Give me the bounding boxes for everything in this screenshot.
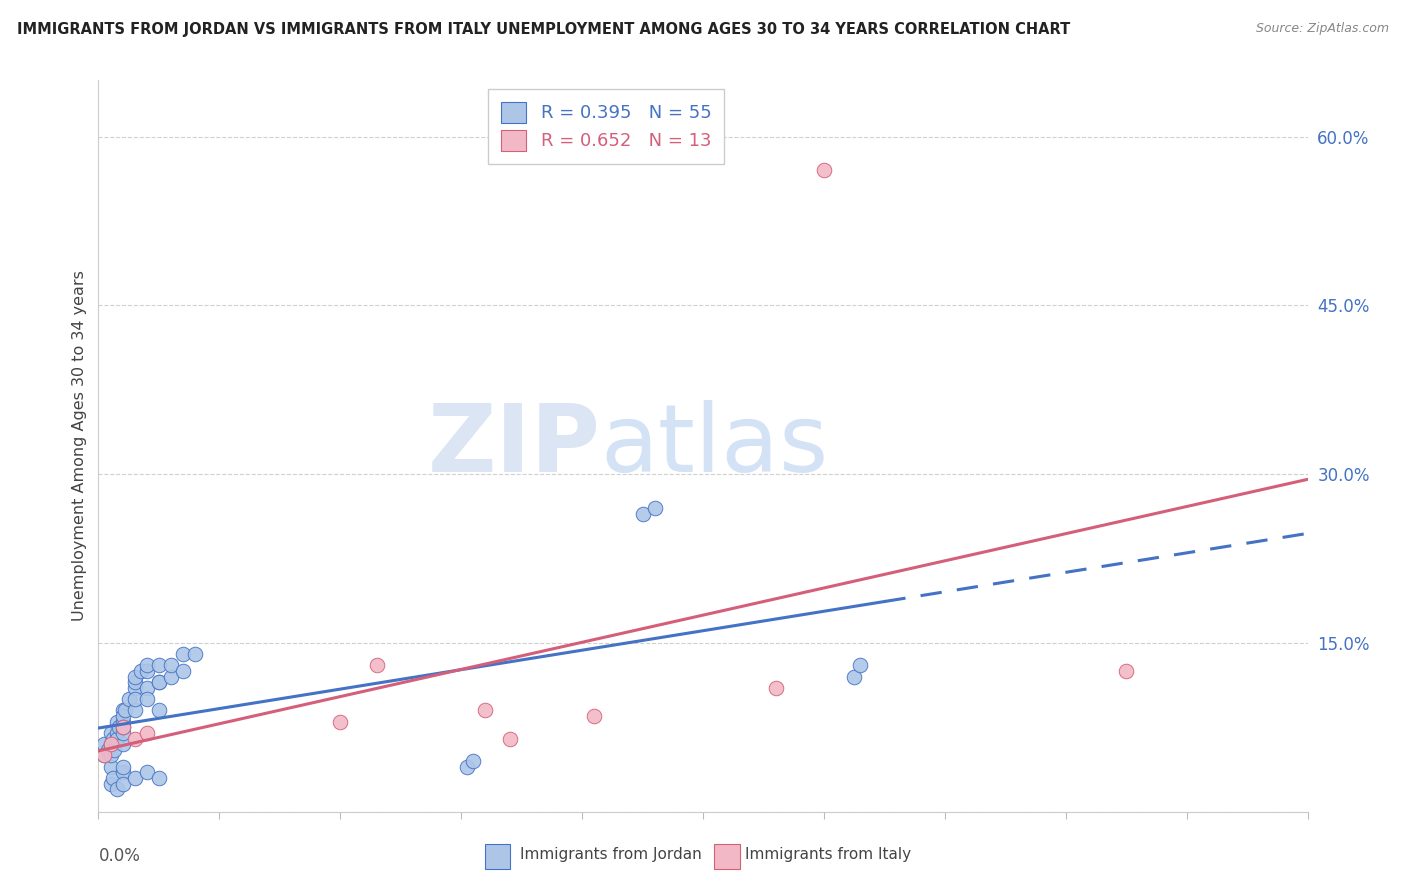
Point: [108, 720, 131, 734]
Text: ZIP: ZIP: [427, 400, 600, 492]
Point: [111, 737, 134, 751]
Point: [124, 675, 146, 690]
Point: [124, 703, 146, 717]
Text: Immigrants from Italy: Immigrants from Italy: [745, 847, 911, 862]
Point: [135, 664, 157, 678]
Point: [97, 743, 120, 757]
Text: Immigrants from Jordan: Immigrants from Jordan: [520, 847, 702, 862]
Point: [100, 737, 122, 751]
Point: [644, 500, 666, 515]
Point: [172, 664, 194, 678]
Point: [114, 703, 136, 717]
Point: [129, 664, 152, 678]
Point: [160, 658, 183, 673]
Point: [124, 670, 146, 684]
Point: [111, 765, 134, 780]
Point: [124, 681, 146, 695]
Point: [172, 647, 194, 661]
Point: [111, 760, 134, 774]
Point: [103, 743, 125, 757]
Point: [135, 765, 157, 780]
Point: [105, 726, 128, 740]
Point: [474, 703, 496, 717]
Point: [498, 731, 520, 746]
Point: [93, 748, 115, 763]
Point: [100, 726, 122, 740]
Point: [148, 675, 170, 690]
Point: [148, 658, 170, 673]
Point: [101, 731, 124, 746]
Point: [160, 670, 183, 684]
Point: [105, 714, 128, 729]
Point: [105, 731, 128, 746]
Point: [631, 507, 654, 521]
Point: [148, 703, 170, 717]
Point: [124, 771, 146, 785]
Point: [135, 681, 157, 695]
Y-axis label: Unemployment Among Ages 30 to 34 years: Unemployment Among Ages 30 to 34 years: [72, 270, 87, 622]
Text: atlas: atlas: [600, 400, 828, 492]
Point: [100, 748, 122, 763]
Point: [100, 760, 122, 774]
Point: [329, 714, 352, 729]
Point: [135, 658, 157, 673]
Point: [111, 776, 134, 790]
Point: [148, 675, 170, 690]
Point: [111, 720, 134, 734]
Point: [93, 748, 115, 763]
Text: Source: ZipAtlas.com: Source: ZipAtlas.com: [1256, 22, 1389, 36]
Point: [124, 692, 146, 706]
Point: [101, 771, 124, 785]
Point: [1115, 664, 1137, 678]
Point: [111, 709, 134, 723]
Point: [844, 670, 866, 684]
Point: [105, 782, 128, 797]
Text: 0.0%: 0.0%: [98, 847, 141, 865]
Point: [124, 731, 146, 746]
Point: [184, 647, 207, 661]
Point: [463, 754, 485, 768]
Point: [148, 771, 170, 785]
Point: [118, 692, 141, 706]
Point: [111, 714, 134, 729]
Point: [456, 760, 478, 774]
Point: [100, 776, 122, 790]
Point: [93, 737, 115, 751]
Point: [111, 720, 134, 734]
Point: [135, 692, 157, 706]
Legend: R = 0.395   N = 55, R = 0.652   N = 13: R = 0.395 N = 55, R = 0.652 N = 13: [488, 89, 724, 163]
Point: [366, 658, 388, 673]
Point: [100, 737, 122, 751]
Point: [111, 703, 134, 717]
Point: [111, 726, 134, 740]
Point: [135, 726, 157, 740]
Text: IMMIGRANTS FROM JORDAN VS IMMIGRANTS FROM ITALY UNEMPLOYMENT AMONG AGES 30 TO 34: IMMIGRANTS FROM JORDAN VS IMMIGRANTS FRO…: [17, 22, 1070, 37]
Point: [849, 658, 872, 673]
Point: [765, 681, 787, 695]
Point: [583, 709, 606, 723]
Point: [813, 163, 835, 178]
